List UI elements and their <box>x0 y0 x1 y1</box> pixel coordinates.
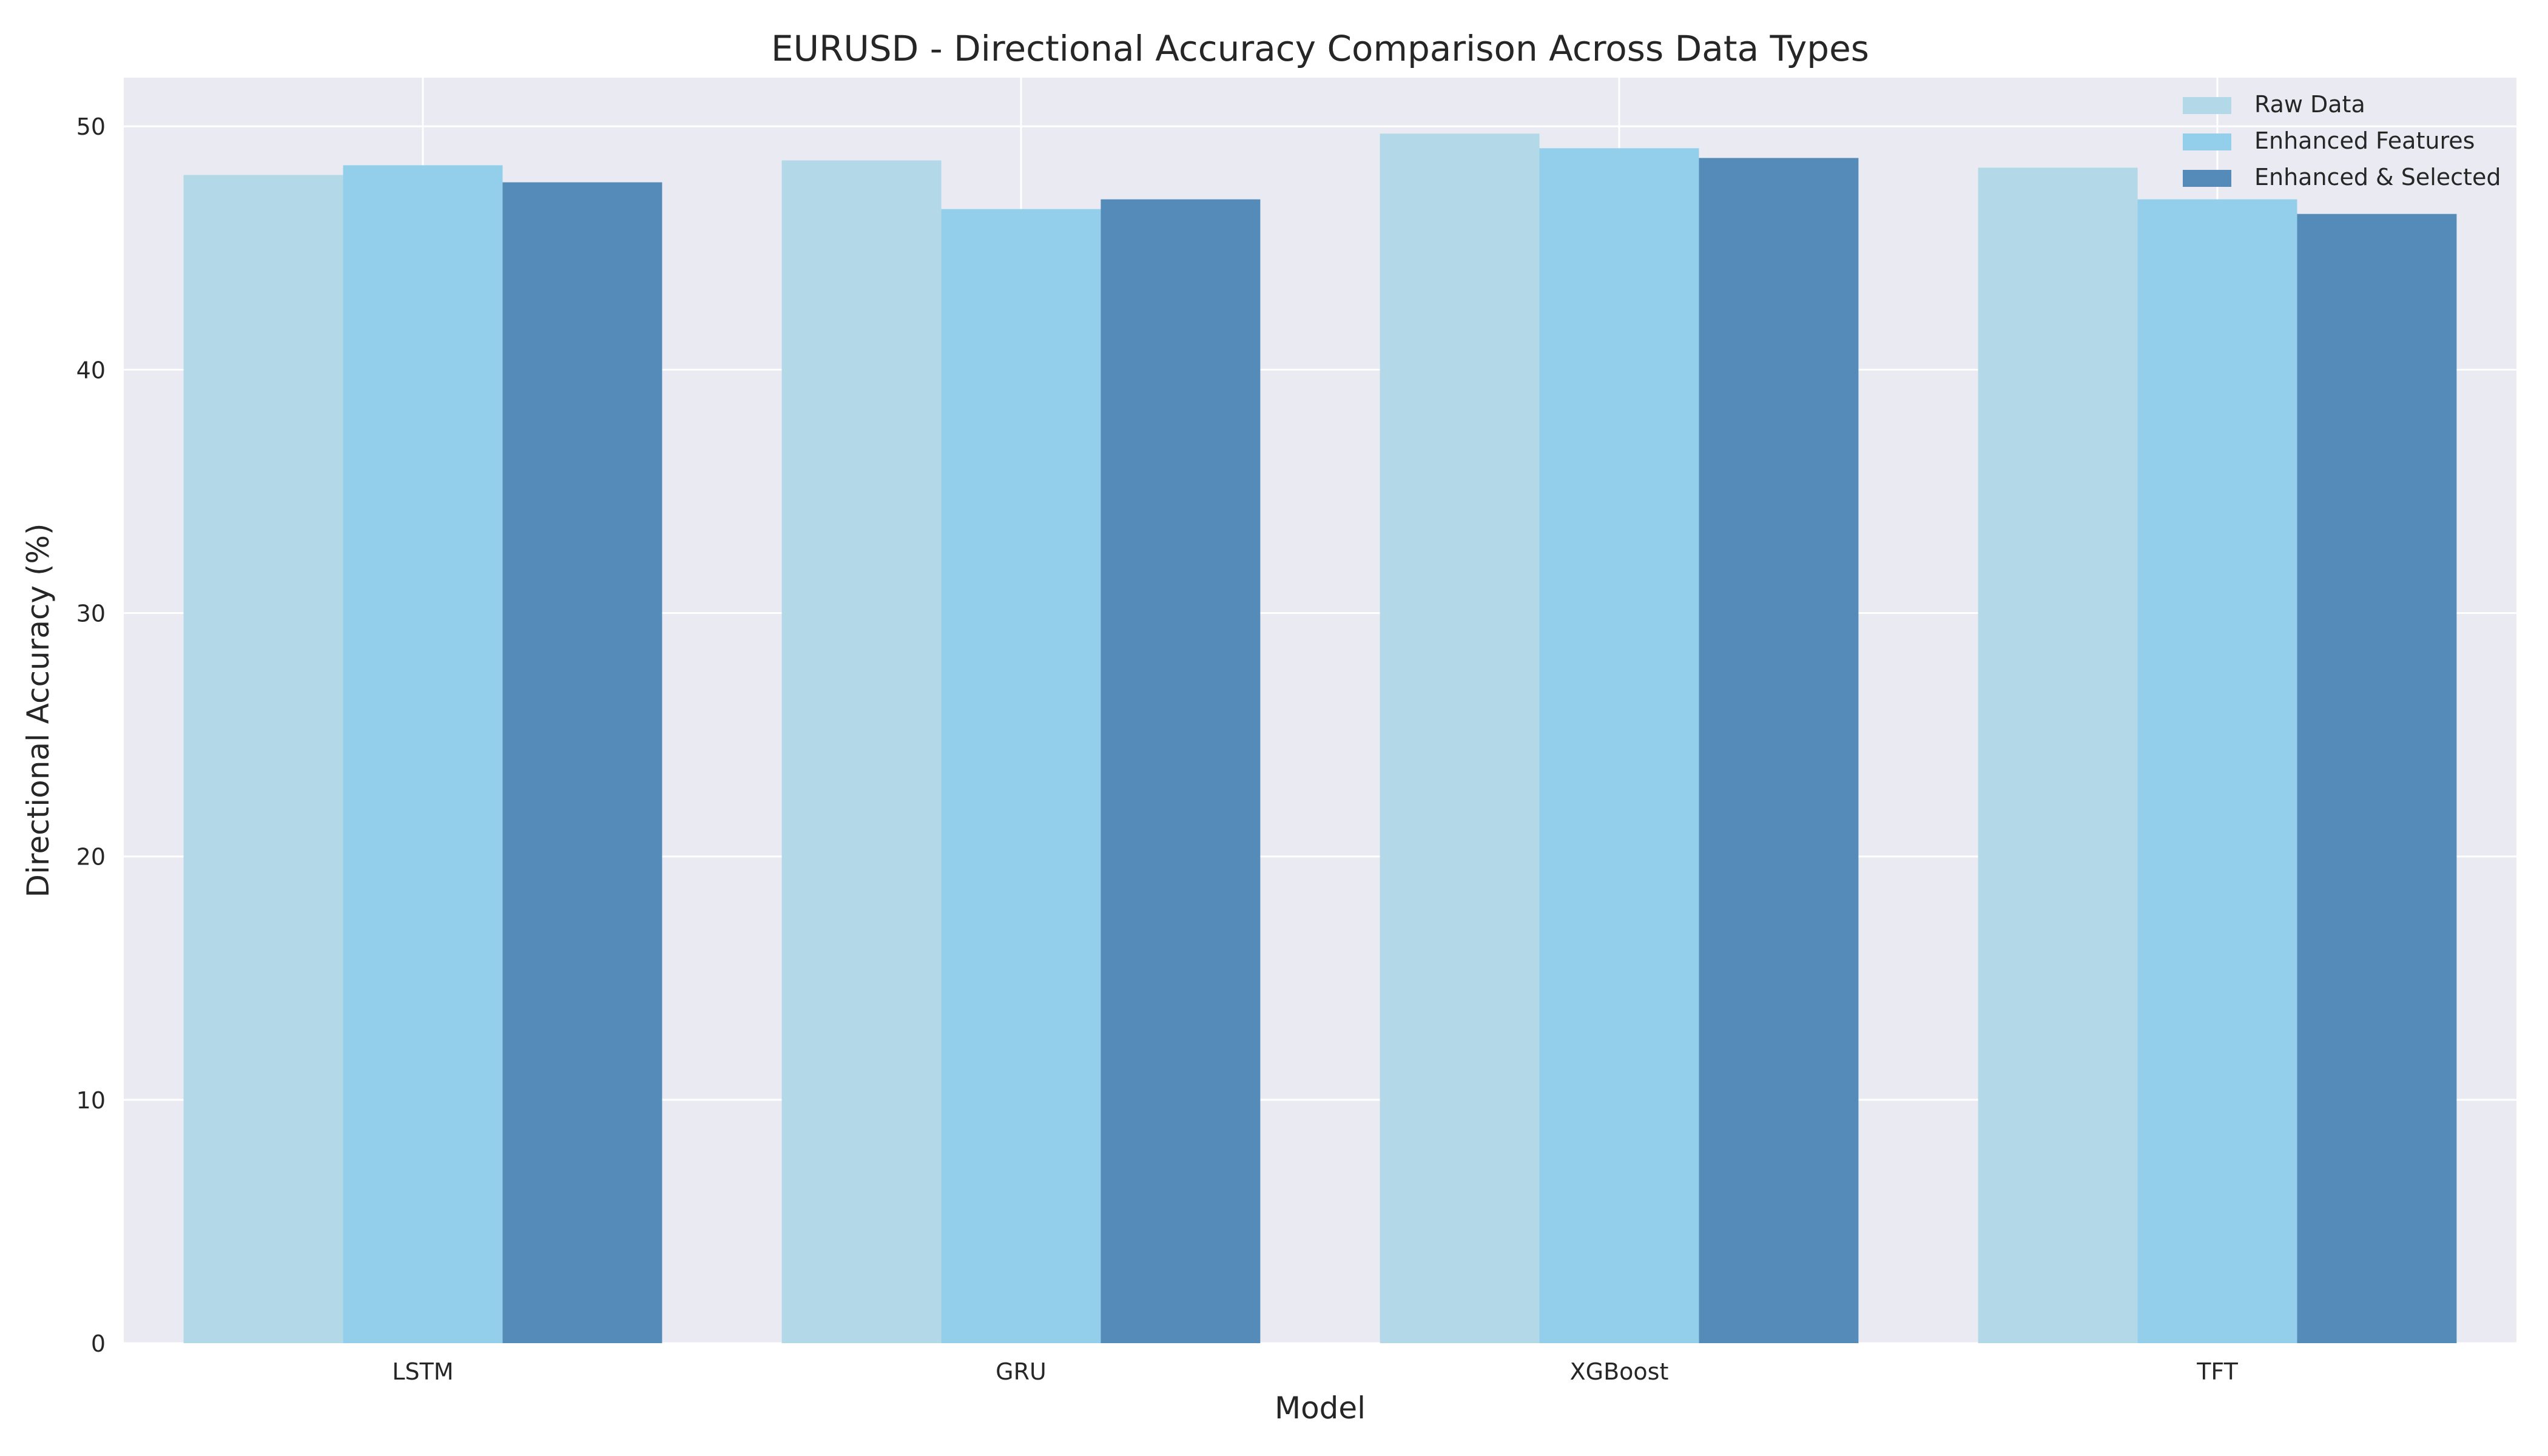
legend: Raw Data Enhanced Features Enhanced & Sele… <box>2183 91 2501 190</box>
x-axis-label: Model <box>1275 1390 1366 1426</box>
legend-swatch <box>2183 170 2231 187</box>
y-tick-label: 40 <box>76 357 106 383</box>
bar-tft-series-1 <box>1978 167 2138 1344</box>
y-tick-label: 10 <box>76 1087 106 1114</box>
y-tick-label: 20 <box>76 844 106 871</box>
chart-title: EURUSD - Directional Accuracy Comparison… <box>771 28 1869 69</box>
bar-gru-series-3 <box>1100 199 1261 1344</box>
bars <box>183 133 2457 1344</box>
bar-gru-series-2 <box>941 209 1101 1344</box>
bar-xgboost-series-2 <box>1539 148 1699 1344</box>
bar-tft-series-3 <box>2297 214 2457 1344</box>
bar-lstm-series-3 <box>502 182 662 1344</box>
bar-tft-series-2 <box>2137 199 2297 1344</box>
x-tick-label: TFT <box>2196 1358 2238 1385</box>
y-tick-label: 50 <box>76 113 106 140</box>
legend-label: Enhanced Features <box>2254 127 2475 154</box>
legend-swatch <box>2183 133 2231 150</box>
x-tick-label: LSTM <box>392 1358 453 1385</box>
y-tick-label: 30 <box>76 601 106 627</box>
y-axis-ticks: 0 10 20 30 40 50 <box>76 113 106 1357</box>
legend-swatch <box>2183 97 2231 114</box>
legend-label: Enhanced & Selected <box>2254 164 2501 190</box>
x-tick-label: GRU <box>996 1358 1046 1385</box>
y-tick-label: 0 <box>91 1330 106 1357</box>
bar-lstm-series-1 <box>183 175 343 1343</box>
y-axis-label: Directional Accuracy (%) <box>21 524 56 898</box>
bar-xgboost-series-3 <box>1699 158 1859 1344</box>
bar-gru-series-1 <box>781 160 942 1343</box>
legend-label: Raw Data <box>2254 91 2365 118</box>
bar-lstm-series-2 <box>343 165 503 1343</box>
x-tick-label: XGBoost <box>1570 1358 1669 1385</box>
x-axis-ticks: LSTM GRU XGBoost TFT <box>392 1358 2238 1385</box>
bar-xgboost-series-1 <box>1380 133 1540 1343</box>
